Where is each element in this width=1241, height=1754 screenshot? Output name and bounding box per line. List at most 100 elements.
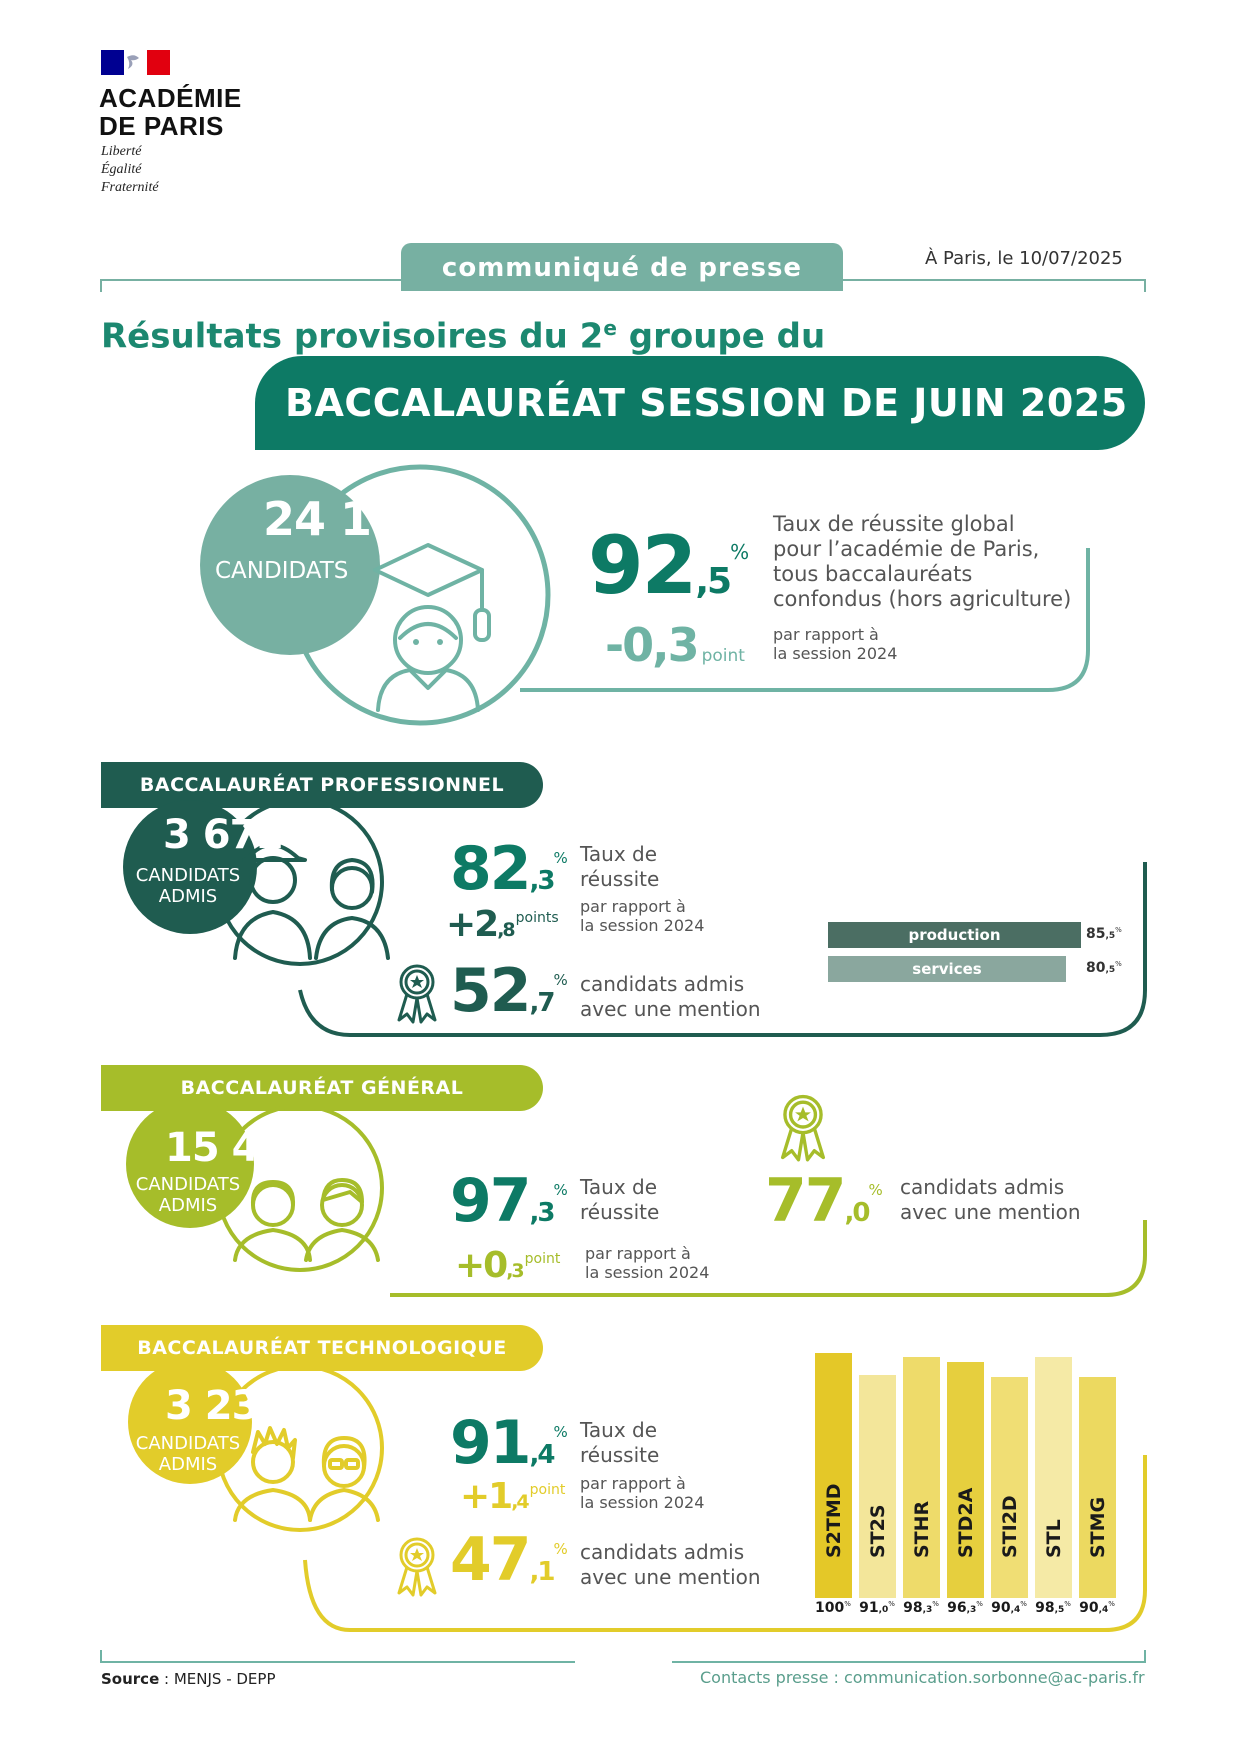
techno-mention-text-2: avec une mention: [580, 1565, 761, 1589]
hbar-production-unit: %: [1115, 926, 1122, 934]
bar-value-std2a: 96,3%: [947, 1600, 983, 1616]
pro-rate-text: Taux de réussite: [580, 842, 659, 892]
pro-candidates-label-2: ADMIS: [158, 886, 218, 907]
global-candidates-count: 24 177: [263, 492, 434, 546]
press-contacts[interactable]: Contacts presse : communication.sorbonne…: [700, 1668, 1145, 1687]
bar-label-s2tmd: S2TMD: [822, 1483, 845, 1558]
pro-candidates-count: 3 672: [163, 812, 284, 858]
bar-label-sthr: STHR: [910, 1500, 933, 1558]
source-label: Source: [101, 1670, 160, 1688]
pro-rate-unit: %: [553, 849, 568, 867]
hbar-services-value: 80,5%: [1086, 960, 1122, 976]
pro-delta-text-2: la session 2024: [580, 916, 705, 935]
techno-rate-text: Taux de réussite: [580, 1418, 659, 1468]
global-delta: -0,3 point: [605, 618, 745, 672]
gen-rate-text-2: réussite: [580, 1200, 660, 1224]
org-line2: DE PARIS: [99, 111, 224, 141]
gen-rate-unit: %: [553, 1181, 568, 1199]
bar-value-stmg: 90,4%: [1079, 1600, 1115, 1616]
techno-rate-int: 91: [450, 1408, 531, 1478]
global-rate: 92,5%: [588, 512, 749, 622]
title-sup: e: [603, 316, 617, 340]
global-rate-text: Taux de réussite global pour l’académie …: [773, 512, 1071, 612]
pro-mention-text-2: avec une mention: [580, 997, 761, 1021]
bar-label-stl: STL: [1042, 1519, 1065, 1558]
gen-candidates-label: CANDIDATS ADMIS: [123, 1174, 253, 1216]
pro-mention-dec: ,7: [529, 988, 556, 1018]
gen-delta-unit: point: [524, 1251, 561, 1267]
techno-mention: 47,1%: [450, 1525, 568, 1595]
bar-label-stmg: STMG: [1086, 1496, 1109, 1558]
org-line1: ACADÉMIE: [99, 83, 242, 113]
pro-delta-int: +2: [446, 904, 499, 945]
gen-mention-unit: %: [868, 1181, 883, 1199]
bar-value-sthr: 98,3%: [903, 1600, 939, 1616]
pro-delta-text-1: par rapport à: [580, 897, 686, 916]
source-text: : MENJS - DEPP: [159, 1670, 276, 1688]
techno-delta: +1,4point: [460, 1476, 565, 1517]
techno-candidates-count: 3 235: [165, 1383, 286, 1429]
gen-rate-int: 97: [450, 1166, 531, 1236]
hbar-production-value: 85,5%: [1086, 926, 1122, 942]
pro-illustration: [123, 800, 390, 966]
global-delta-text-2: la session 2024: [773, 644, 898, 663]
pro-mention-text: candidats admis avec une mention: [580, 972, 761, 1022]
pro-bars: production 85,5% services 80,5%: [828, 922, 1128, 990]
press-release-tab: communiqué de presse: [401, 243, 843, 291]
pro-delta-dec: ,8: [497, 919, 516, 941]
bar-sthr: [903, 1357, 940, 1598]
release-date: À Paris, le 10/07/2025: [925, 248, 1123, 269]
gen-rate-dec: ,3: [529, 1198, 556, 1228]
global-rate-text-3: tous baccalauréats: [773, 562, 973, 586]
techno-candidates-label-1: CANDIDATS: [135, 1433, 241, 1454]
gen-illustration: [126, 1100, 384, 1272]
hbar-services-dec: ,5: [1105, 965, 1116, 975]
gen-candidates-label-2: ADMIS: [158, 1195, 218, 1216]
workers-icon: [233, 843, 390, 960]
hbar-production: production: [828, 922, 1081, 948]
pro-candidates-label: CANDIDATS ADMIS: [123, 865, 253, 907]
pro-rate-dec: ,3: [529, 866, 556, 896]
techno-candidates-label: CANDIDATS ADMIS: [123, 1433, 253, 1475]
graduate-illustration: [200, 464, 551, 726]
gen-mention-int: 77: [765, 1166, 846, 1236]
title-part2: groupe du: [616, 316, 826, 357]
gen-mention-text: candidats admis avec une mention: [900, 1175, 1081, 1225]
bar-std2a: [947, 1362, 984, 1598]
teens-icon: [233, 1426, 380, 1522]
pro-delta: +2,8points: [446, 904, 559, 945]
hbar-services-int: 80: [1086, 960, 1106, 976]
gen-rate-text: Taux de réussite: [580, 1175, 659, 1225]
bar-label-sti2d: STI2D: [998, 1495, 1021, 1558]
hbar-services-unit: %: [1115, 960, 1122, 968]
gen-mention-dec: ,0: [844, 1198, 871, 1228]
global-delta-unit: point: [701, 646, 745, 666]
pro-delta-text: par rapport à la session 2024: [580, 897, 704, 935]
hbar-production-dec: ,5: [1105, 931, 1116, 941]
devise-egalite: Égalité: [101, 162, 142, 177]
marianne-flag-icon: [101, 50, 170, 75]
pro-rate-text-2: réussite: [580, 867, 660, 891]
gen-delta-dec: ,3: [506, 1260, 525, 1282]
gen-mention: 77,0%: [765, 1166, 883, 1236]
title-banner: BACCALAURÉAT SESSION DE JUIN 2025: [255, 356, 1145, 450]
global-delta-text: par rapport à la session 2024: [773, 625, 897, 663]
gen-delta: +0,3point: [455, 1245, 560, 1286]
pro-mention-text-1: candidats admis: [580, 972, 745, 996]
pro-rate: 82,3%: [450, 834, 568, 904]
graduate-icon: [373, 543, 491, 712]
gen-candidates-count: 15 464: [165, 1125, 313, 1171]
bar-st2s: [859, 1375, 896, 1598]
bar-stmg: [1079, 1377, 1116, 1598]
bar-value-st2s: 91,0%: [859, 1600, 895, 1616]
techno-delta-text-2: la session 2024: [580, 1493, 705, 1512]
bar-stl: [1035, 1357, 1072, 1598]
pro-mention-int: 52: [450, 956, 531, 1026]
techno-rate-unit: %: [553, 1423, 568, 1441]
techno-mention-dec: ,1: [529, 1557, 556, 1587]
techno-mention-text: candidats admis avec une mention: [580, 1540, 761, 1590]
techno-rate-text-2: réussite: [580, 1443, 660, 1467]
bar-value-s2tmd: 100%: [815, 1600, 851, 1616]
techno-delta-text: par rapport à la session 2024: [580, 1474, 704, 1512]
techno-rate: 91,4%: [450, 1408, 568, 1478]
